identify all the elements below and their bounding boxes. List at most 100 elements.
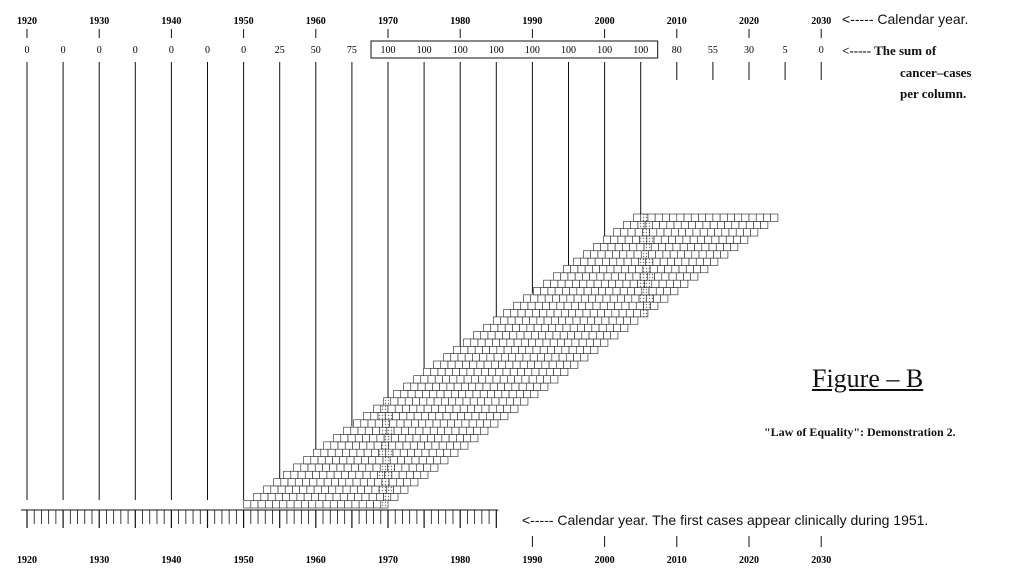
staircase-cell [593, 279, 602, 288]
staircase-row [433, 360, 579, 369]
staircase-cell [500, 316, 509, 325]
staircase-cell [750, 228, 759, 237]
staircase-cell [364, 485, 373, 494]
staircase-cell [634, 228, 643, 237]
staircase-cell [411, 456, 420, 465]
staircase-cell [382, 456, 391, 465]
staircase-cell [468, 382, 477, 391]
staircase-cell [695, 221, 704, 230]
staircase-cell [588, 294, 597, 303]
staircase-cell [335, 485, 344, 494]
staircase-cell [602, 294, 611, 303]
staircase-cell [399, 412, 408, 421]
staircase-cell [565, 353, 574, 362]
staircase-cell [560, 309, 569, 318]
column-sum-label: 100 [597, 45, 612, 56]
staircase-cell [552, 331, 561, 340]
staircase-cell [572, 279, 580, 288]
staircase-cell [458, 426, 467, 435]
staircase-cell [427, 375, 436, 384]
staircase-cell [544, 353, 553, 362]
staircase-row [553, 272, 699, 281]
staircase-cell [406, 412, 415, 421]
staircase-cell [347, 434, 356, 443]
top-year-tick-label: 1990 [522, 16, 542, 27]
staircase-cell [447, 360, 456, 369]
staircase-cell [520, 397, 529, 406]
staircase-cell [384, 470, 393, 479]
staircase-cell [507, 375, 515, 384]
staircase-cell [680, 221, 689, 230]
staircase-cell [567, 331, 575, 340]
staircase-cell [648, 287, 657, 296]
staircase-cell [559, 294, 568, 303]
staircase-cell [393, 390, 402, 399]
staircase-row [563, 265, 709, 274]
bottom-year-tick-label: 1970 [378, 555, 398, 566]
staircase-cell [480, 426, 489, 435]
staircase-cell [728, 228, 737, 237]
staircase-cell [670, 228, 679, 237]
staircase-cell [394, 404, 403, 413]
staircase-cell [327, 448, 336, 457]
staircase-cell [540, 323, 549, 332]
staircase-cell [389, 456, 398, 465]
staircase-cell [297, 470, 306, 479]
staircase-cell [419, 397, 428, 406]
staircase-cell [470, 338, 479, 347]
staircase-cell [423, 368, 432, 377]
column-sum-label: 100 [489, 45, 504, 56]
staircase-cell [575, 309, 584, 318]
bottom-year-tick-label: 1980 [450, 555, 470, 566]
staircase-cell [557, 338, 565, 347]
staircase-cell [339, 456, 348, 465]
staircase-cell [382, 419, 390, 428]
staircase-cell [614, 301, 623, 310]
staircase-cell [386, 485, 394, 494]
staircase-cell [393, 485, 402, 494]
bottom-year-tick-label: 2010 [667, 555, 687, 566]
staircase-cell [329, 463, 338, 472]
staircase-cell [730, 243, 739, 252]
staircase-cell [444, 426, 453, 435]
staircase-cell [425, 419, 434, 428]
staircase-cell [666, 221, 675, 230]
staircase-cell [653, 294, 661, 303]
staircase-cell [705, 213, 714, 222]
staircase-cell [518, 345, 527, 354]
staircase-cell [542, 338, 551, 347]
bottom-ruler [21, 509, 499, 528]
top-year-tick-label: 2010 [667, 16, 687, 27]
staircase-cell [329, 500, 338, 509]
staircase-cell [614, 243, 623, 252]
staircase-cell [453, 382, 462, 391]
staircase-cell [623, 221, 631, 230]
staircase-cell [584, 323, 593, 332]
staircase-cell [574, 272, 583, 281]
staircase-cell [510, 345, 519, 354]
staircase-cell [680, 279, 689, 288]
staircase-cell [402, 404, 410, 413]
staircase-cell [450, 353, 459, 362]
staircase-cell [662, 250, 671, 259]
column-sum-label: 30 [744, 45, 754, 56]
staircase-row [593, 243, 739, 252]
staircase-cell [552, 294, 560, 303]
staircase-cell [307, 463, 316, 472]
staircase-cell [640, 250, 649, 259]
staircase-cell [621, 301, 630, 310]
staircase-row [403, 382, 549, 391]
staircase-cell [402, 441, 411, 450]
staircase-cell [346, 456, 355, 465]
staircase-cell [471, 412, 480, 421]
staircase-cell [755, 213, 764, 222]
staircase-cell [390, 397, 399, 406]
staircase-cell [439, 419, 448, 428]
staircase-cell [693, 265, 701, 274]
staircase-cell [282, 492, 291, 501]
staircase-cell [617, 294, 625, 303]
staircase-cell [349, 485, 358, 494]
staircase-cell [630, 257, 639, 266]
top-year-tick-label: 1940 [161, 16, 181, 27]
staircase-cell [519, 360, 528, 369]
